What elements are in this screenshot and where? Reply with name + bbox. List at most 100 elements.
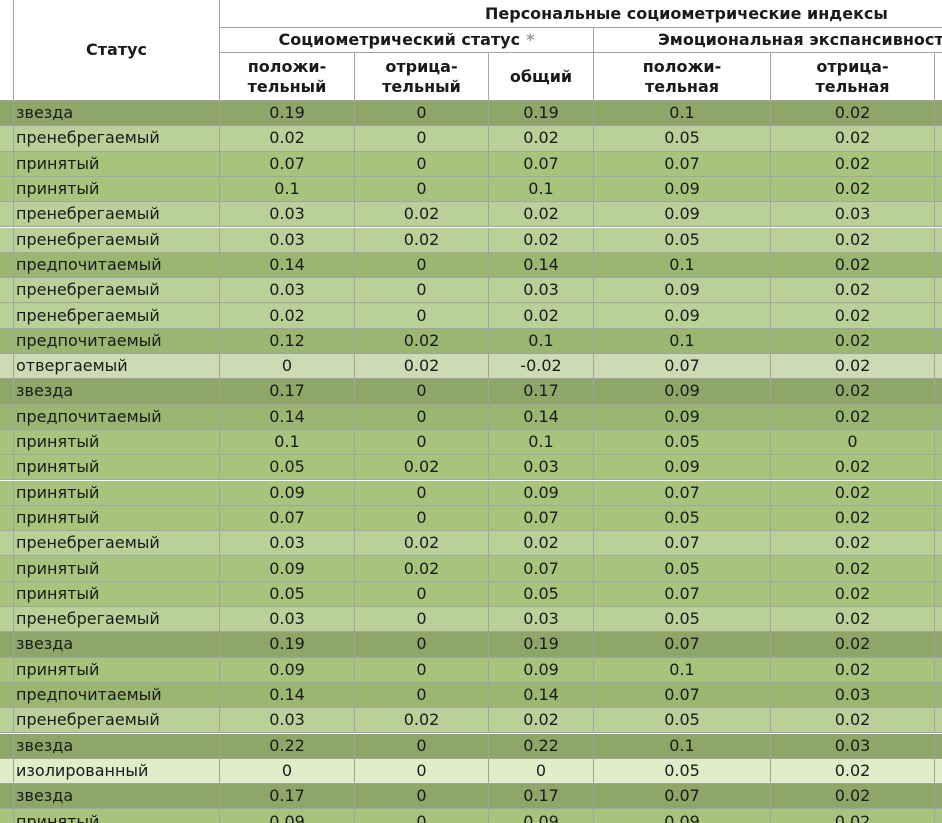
value-cell: 0.17 (220, 784, 355, 810)
value-cell: 0.03 (220, 227, 355, 253)
status-cell: принятый (14, 176, 220, 203)
value-cell: 0.1 (220, 176, 355, 203)
value-cell: 0.05 (594, 708, 771, 734)
value-cell: 0 (355, 581, 489, 607)
value-cell: 0.02 (771, 404, 935, 430)
value-cell: 0 (220, 758, 355, 785)
status-cell: принятый (14, 429, 220, 456)
status-cell: пренебрегаемый (14, 227, 220, 253)
value-cell: 0.02 (489, 531, 594, 557)
row-cell (0, 556, 14, 582)
value-cell: 0.05 (220, 581, 355, 607)
value-cell: 0.07 (489, 556, 594, 582)
status-cell: звезда (14, 379, 220, 405)
value-cell: 0.02 (771, 784, 935, 810)
row-cell (0, 632, 14, 658)
status-cell: пренебрегаемый (14, 303, 220, 329)
value-cell: 0.09 (594, 455, 771, 481)
value-cell: 0.14 (489, 682, 594, 709)
status-cell: звезда (14, 784, 220, 810)
row-cell (935, 682, 942, 709)
value-cell: 0.09 (594, 303, 771, 329)
value-cell: 0.02 (220, 126, 355, 152)
value-cell: 0.17 (220, 379, 355, 405)
value-cell: 0.07 (594, 682, 771, 709)
row-cell (935, 657, 942, 683)
status-cell: принятый (14, 581, 220, 607)
value-cell: 0 (355, 278, 489, 304)
row-cell (935, 480, 942, 506)
row-cell (0, 682, 14, 709)
value-cell: 0.02 (771, 657, 935, 683)
row-cell (935, 354, 942, 380)
value-cell: 0.03 (489, 455, 594, 481)
row-cell (935, 176, 942, 203)
value-cell: 0.09 (220, 809, 355, 823)
value-cell: 0 (355, 784, 489, 810)
row-cell (935, 556, 942, 582)
value-cell: 0.19 (220, 101, 355, 127)
value-cell: 0.05 (594, 556, 771, 582)
row-cell (0, 176, 14, 203)
value-cell: 0.02 (771, 126, 935, 152)
value-cell: 0.02 (355, 708, 489, 734)
row-cell (935, 531, 942, 557)
row-cell (935, 101, 942, 127)
value-cell: 0 (355, 632, 489, 658)
row-cell (935, 252, 942, 279)
value-cell: 0.07 (220, 151, 355, 177)
column-header: положи- тельный (220, 53, 355, 101)
value-cell: 0.02 (355, 202, 489, 228)
value-cell: 0 (355, 657, 489, 683)
row-cell (0, 126, 14, 152)
value-cell: 0.05 (489, 581, 594, 607)
value-cell: 0.07 (489, 151, 594, 177)
row-cell (0, 809, 14, 823)
value-cell: 0.02 (771, 455, 935, 481)
value-cell: 0.02 (771, 379, 935, 405)
value-cell: 0.02 (771, 556, 935, 582)
status-cell: пренебрегаемый (14, 607, 220, 633)
row-cell (935, 607, 942, 633)
value-cell: 0.03 (771, 682, 935, 709)
value-cell: 0 (220, 354, 355, 380)
value-cell: 0.19 (489, 101, 594, 127)
row-cell (0, 607, 14, 633)
value-cell: 0.02 (355, 227, 489, 253)
status-cell: пренебрегаемый (14, 531, 220, 557)
value-cell: 0.03 (220, 202, 355, 228)
value-cell: 0.07 (594, 151, 771, 177)
value-cell: 0.02 (771, 278, 935, 304)
row-cell (935, 809, 942, 823)
value-cell: 0 (355, 758, 489, 785)
status-cell: пренебрегаемый (14, 126, 220, 152)
status-cell: изолированный (14, 758, 220, 785)
status-cell: звезда (14, 101, 220, 127)
status-cell: принятый (14, 809, 220, 823)
row-cell (935, 455, 942, 481)
value-cell: 0.17 (489, 784, 594, 810)
value-cell: -0.02 (489, 354, 594, 380)
value-cell: 0 (355, 303, 489, 329)
value-cell: 0.03 (771, 202, 935, 228)
value-cell: 0 (355, 151, 489, 177)
status-cell: предпочитаемый (14, 682, 220, 709)
value-cell: 0.09 (220, 657, 355, 683)
value-cell: 0.14 (489, 252, 594, 279)
row-cell (0, 758, 14, 785)
value-cell: 0.02 (355, 354, 489, 380)
value-cell: 0 (489, 758, 594, 785)
status-cell: принятый (14, 151, 220, 177)
row-cell (0, 151, 14, 177)
value-cell: 0.09 (594, 278, 771, 304)
value-cell: 0.02 (489, 227, 594, 253)
column-header: отрица- тельная (771, 53, 935, 101)
row-cell (0, 328, 14, 354)
status-header: Статус (14, 0, 220, 101)
value-cell: 0.09 (489, 480, 594, 506)
row-cell (0, 354, 14, 380)
value-cell: 0.09 (489, 809, 594, 823)
row-cell (935, 202, 942, 228)
value-cell: 0 (355, 126, 489, 152)
